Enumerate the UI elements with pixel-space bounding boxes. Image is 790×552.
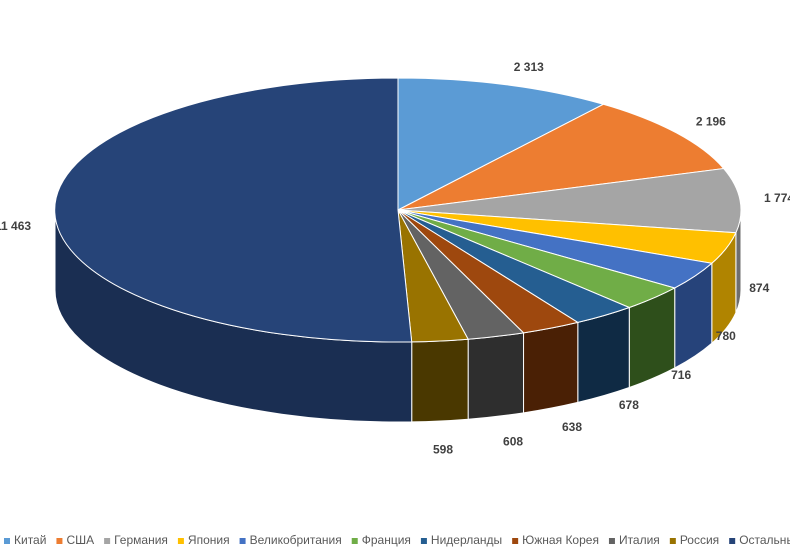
pie-slices [54, 77, 742, 343]
legend-label-1: США [66, 533, 94, 547]
data-label-2: 1 774 [764, 191, 790, 205]
pie-slice-2 [397, 168, 742, 234]
pie-side-7 [523, 321, 579, 414]
pie-side-8 [467, 332, 525, 420]
legend-label-2: Германия [114, 533, 168, 547]
legend-item-7: Южная Корея [512, 533, 599, 547]
legend-label-0: Китай [14, 533, 46, 547]
legend-swatch-10 [729, 538, 736, 544]
data-label-3: 874 [749, 281, 769, 295]
legend-label-3: Япония [188, 533, 230, 547]
data-label-5: 716 [671, 368, 691, 382]
data-label-0: 2 313 [514, 60, 544, 74]
data-label-6: 678 [619, 398, 639, 412]
legend-item-4: Великобритания [239, 533, 342, 547]
pie-slice-0 [397, 77, 605, 211]
legend-item-2: Германия [104, 533, 168, 547]
legend-label-10: Остальные [739, 533, 790, 547]
legend-label-7: Южная Корея [522, 533, 599, 547]
data-label-7: 638 [562, 420, 582, 434]
pie-slice-10 [54, 77, 413, 343]
legend-item-9: Россия [669, 533, 719, 547]
pie-slice-1 [397, 103, 725, 211]
legend-swatch-7 [512, 538, 519, 544]
legend-swatch-1 [56, 538, 63, 544]
legend-item-10: Остальные [729, 533, 790, 547]
pie-side-6 [577, 306, 630, 404]
data-label-8: 608 [503, 435, 523, 449]
data-label-10: 11 463 [0, 219, 31, 233]
legend-label-5: Франция [362, 533, 411, 547]
legend: Китай США Германия Япония Великобритания Фран… [4, 533, 790, 547]
data-label-1: 2 196 [696, 115, 726, 129]
legend-item-0: Китай [4, 533, 46, 547]
data-label-9: 598 [433, 442, 453, 456]
legend-swatch-5 [351, 538, 358, 544]
pie-side-9 [411, 338, 469, 423]
legend-swatch-3 [177, 538, 184, 544]
data-labels: 2 313 2 196 1 774 874 780 716 678 638 608 598 11 4… [0, 60, 790, 457]
legend-swatch-8 [608, 538, 615, 544]
legend-label-9: Россия [680, 533, 719, 547]
data-label-4: 780 [716, 329, 736, 343]
legend-swatch-0 [4, 538, 10, 544]
legend-swatch-6 [420, 538, 427, 544]
legend-swatch-9 [669, 538, 676, 544]
legend-swatch-2 [104, 538, 111, 544]
legend-item-3: Япония [177, 533, 230, 547]
legend-label-6: Нидерланды [431, 533, 502, 547]
legend-label-8: Италия [619, 533, 660, 547]
legend-item-6: Нидерланды [420, 533, 502, 547]
legend-item-8: Италия [608, 533, 660, 547]
legend-label-4: Великобритания [250, 533, 342, 547]
legend-item-5: Франция [351, 533, 411, 547]
legend-swatch-4 [239, 538, 246, 544]
legend-item-1: США [56, 533, 94, 547]
